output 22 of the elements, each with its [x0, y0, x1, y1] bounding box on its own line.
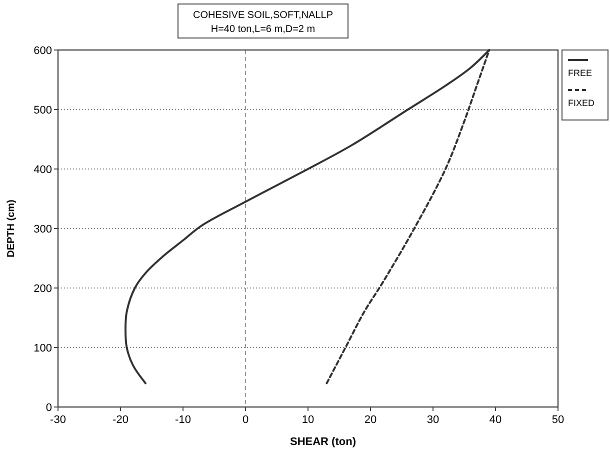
- x-tick-label: 20: [364, 414, 377, 426]
- y-tick-label: 200: [34, 283, 52, 295]
- x-axis-title: SHEAR (ton): [290, 436, 356, 448]
- chart-title: COHESIVE SOIL,SOFT,NALLP: [192, 10, 334, 21]
- y-tick-label: 0: [46, 402, 52, 414]
- x-tick-label: -10: [175, 414, 191, 426]
- y-tick-label: 100: [34, 342, 52, 354]
- x-tick-label: 10: [302, 414, 314, 426]
- x-tick-label: -30: [50, 414, 66, 426]
- x-tick-label: 40: [489, 414, 502, 426]
- x-tick-label: 0: [242, 414, 249, 426]
- legend-label: FREE: [568, 68, 592, 78]
- y-tick-label: 300: [34, 224, 52, 236]
- y-tick-label: 500: [34, 104, 52, 116]
- legend-label: FIXED: [568, 98, 596, 108]
- y-tick-label: 600: [34, 45, 52, 57]
- y-axis-title: DEPTH (cm): [6, 200, 17, 258]
- x-tick-label: -20: [112, 414, 128, 426]
- y-tick-label: 400: [34, 164, 52, 176]
- chart-subtitle: H=40 ton,L=6 m,D=2 m: [210, 24, 316, 35]
- x-tick-label: 30: [426, 414, 440, 426]
- x-tick-label: 50: [552, 414, 564, 426]
